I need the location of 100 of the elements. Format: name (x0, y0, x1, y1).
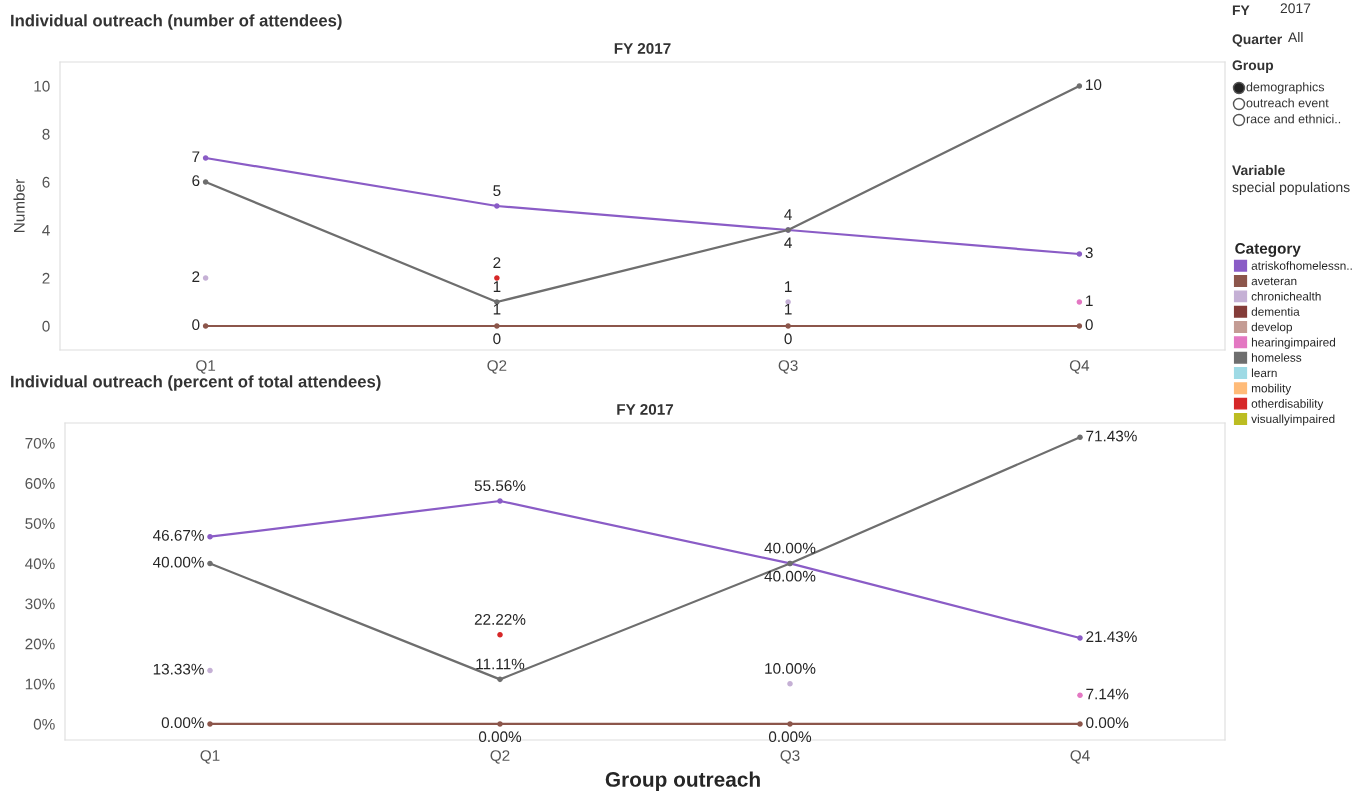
text: 2017 (1280, 3, 1311, 14)
data-label: 0 (493, 333, 501, 345)
data-label: 2 (192, 271, 200, 282)
data-label: 40.00% (764, 542, 816, 554)
legend-label: develop (1251, 322, 1293, 334)
y-tick-label: 2 (42, 272, 50, 284)
legend-label: learn (1251, 368, 1277, 378)
text: Variable (1232, 164, 1285, 176)
data-label: 71.43% (1086, 430, 1137, 442)
text: Quarter (1232, 34, 1282, 47)
annotation: 1 (493, 281, 501, 292)
point (494, 203, 500, 209)
point (787, 721, 793, 727)
y-tick-label: 10 (34, 80, 50, 92)
point (1077, 635, 1083, 641)
point (494, 275, 500, 281)
x-tick-label: Q3 (780, 750, 800, 764)
data-label: 22.22% (474, 614, 526, 625)
legend-label: atriskofhomelessn.. (1251, 261, 1352, 270)
y-tick-label: 70% (25, 437, 55, 449)
text: Group (1232, 60, 1274, 73)
data-label: 0.00% (768, 731, 812, 743)
y-tick-label: 0 (42, 320, 50, 332)
text: Group outreach (605, 771, 760, 791)
point (497, 498, 503, 504)
x-tick-label: Q2 (487, 360, 507, 374)
legend-label: chronichealth (1251, 291, 1321, 301)
text: special populations (1232, 181, 1350, 195)
data-label: 0 (784, 333, 792, 345)
y-tick-label: 50% (25, 518, 55, 529)
legend-label: aveteran (1251, 277, 1297, 286)
chart-title: Individual outreach (percent of total attendees) (11, 375, 381, 391)
text: All (1288, 31, 1303, 42)
chart-title: Individual outreach (number of attendees) (11, 14, 342, 30)
point (497, 676, 503, 683)
text: demographics (1246, 82, 1325, 94)
point (494, 323, 500, 329)
data-label: 3 (1085, 247, 1093, 259)
y-tick-label: 20% (25, 638, 55, 650)
data-label: 13.33% (153, 663, 204, 675)
legend-title: Category (1235, 243, 1301, 257)
data-label: 0 (192, 319, 200, 331)
x-tick-label: Q4 (1069, 360, 1090, 374)
point (202, 323, 209, 329)
point (202, 275, 209, 281)
point (1076, 299, 1083, 305)
legend-label: hearingimpaired (1251, 337, 1336, 349)
data-label: 21.43% (1086, 631, 1137, 643)
data-label: 5 (493, 185, 501, 197)
y-tick-label: 8 (42, 128, 50, 140)
point (1077, 692, 1083, 699)
data-label: 55.56% (474, 480, 526, 492)
point (1076, 251, 1083, 257)
text: outreach event (1246, 98, 1329, 108)
point (1077, 721, 1083, 727)
legend-label: otherdisability (1251, 399, 1324, 411)
y-axis-title: Number (13, 179, 25, 232)
point (787, 681, 793, 687)
y-tick-label: 60% (25, 478, 55, 489)
x-tick-label: Q1 (200, 750, 220, 764)
y-tick-label: 10% (25, 678, 55, 690)
point (207, 560, 213, 567)
y-tick-label: 30% (25, 598, 55, 610)
point (1076, 323, 1083, 329)
data-label: 10 (1086, 79, 1102, 91)
y-tick-label: 0% (33, 718, 55, 730)
data-label: 1 (493, 303, 501, 315)
legend-label: visuallyimpaired (1251, 414, 1335, 426)
point (207, 721, 213, 727)
data-label: 0 (1085, 319, 1093, 331)
x-tick-label: Q2 (490, 750, 510, 764)
data-label: 1 (1086, 295, 1093, 306)
point (1077, 434, 1083, 441)
point (1076, 83, 1083, 89)
legend-label: mobility (1251, 383, 1292, 395)
x-tick-label: Q4 (1070, 750, 1090, 764)
point (785, 323, 791, 329)
text: FY (1232, 5, 1250, 15)
text: race and ethnici.. (1246, 114, 1341, 124)
point (207, 667, 213, 674)
data-label: 10.00% (765, 663, 816, 674)
data-label: 7.14% (1086, 688, 1129, 700)
point (202, 179, 209, 185)
data-label: 46.67% (152, 529, 204, 541)
chart-subtitle: FY 2017 (617, 404, 674, 415)
data-label: 6 (192, 175, 200, 187)
x-tick-label: Q1 (196, 360, 216, 374)
data-label: 7 (192, 151, 200, 162)
data-label: 40.00% (152, 556, 204, 568)
legend-label: dementia (1251, 307, 1300, 316)
data-label: 4 (784, 237, 792, 249)
point (497, 721, 503, 727)
data-label: 0.00% (1086, 717, 1129, 729)
data-label: 40.00% (764, 570, 816, 582)
point (202, 155, 209, 161)
chart-subtitle: FY 2017 (614, 43, 671, 54)
annotation: 1 (785, 281, 792, 292)
data-label: 11.11% (476, 658, 525, 670)
data-label: 2 (493, 257, 501, 268)
y-tick-label: 4 (42, 225, 50, 236)
